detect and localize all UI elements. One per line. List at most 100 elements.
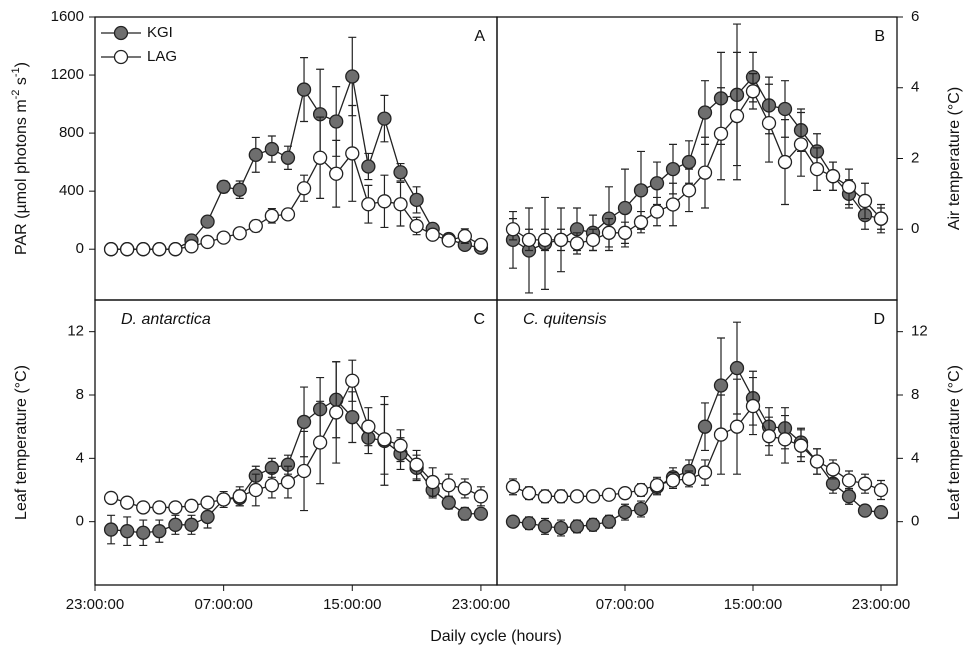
data-point <box>601 487 617 502</box>
data-point <box>361 159 376 174</box>
data-point <box>120 242 135 257</box>
data-point <box>793 438 809 453</box>
data-point <box>473 489 489 504</box>
data-point <box>777 432 793 447</box>
y-axis-label-part: PAR (µmol photons m <box>13 99 30 255</box>
data-point <box>537 489 553 504</box>
series-line <box>111 398 481 534</box>
series-line <box>111 73 482 250</box>
data-point <box>361 197 376 212</box>
y-axis-label-part: Leaf temperature (°C) <box>13 365 30 520</box>
data-point <box>537 232 553 248</box>
data-point <box>633 183 649 198</box>
data-point <box>296 414 312 430</box>
y-tick-label: 4 <box>911 449 919 466</box>
data-point <box>457 228 472 244</box>
data-point <box>857 193 873 209</box>
data-point <box>857 476 873 491</box>
data-point <box>633 482 649 498</box>
data-point <box>120 524 135 539</box>
data-point <box>809 161 825 177</box>
data-point <box>103 242 119 257</box>
series-line <box>512 404 882 497</box>
data-point <box>617 486 633 501</box>
data-point <box>633 501 649 517</box>
panel-label: D <box>873 311 885 328</box>
data-point <box>103 490 119 506</box>
data-point <box>521 516 537 531</box>
data-point <box>296 82 312 97</box>
y-axis-label-part: Air temperature (°C) <box>946 87 963 230</box>
x-axis-label: Daily cycle (hours) <box>430 628 562 645</box>
data-point <box>825 169 841 184</box>
y-tick-label: 400 <box>59 182 84 199</box>
data-point <box>441 495 456 510</box>
data-point <box>345 410 360 425</box>
data-point <box>184 239 199 254</box>
data-point <box>312 435 328 450</box>
data-point <box>841 179 857 194</box>
data-point <box>713 378 729 393</box>
y-axis-label: Leaf temperature (°C) <box>946 365 963 520</box>
data-point <box>280 474 296 490</box>
y-tick-label: 12 <box>67 323 84 340</box>
data-point <box>505 514 521 529</box>
data-point <box>168 500 183 515</box>
data-point <box>216 492 231 507</box>
data-point <box>345 69 360 84</box>
data-point <box>136 525 151 540</box>
data-point <box>216 179 231 194</box>
data-point <box>248 147 263 163</box>
data-point <box>873 211 889 226</box>
data-point <box>665 197 681 212</box>
data-point <box>649 204 665 219</box>
data-point <box>569 236 585 251</box>
data-point <box>505 222 521 237</box>
data-point <box>232 226 247 241</box>
species-annotation: D. antarctica <box>121 311 211 328</box>
data-point <box>393 165 408 180</box>
data-point <box>441 233 456 248</box>
data-point <box>168 242 183 257</box>
data-point <box>649 176 665 191</box>
data-point <box>649 478 665 493</box>
data-point <box>473 506 489 521</box>
data-point <box>232 182 247 197</box>
panel-label: A <box>474 28 485 45</box>
data-point <box>264 478 280 493</box>
data-point <box>345 146 360 161</box>
data-point <box>777 101 793 117</box>
data-point <box>280 150 296 165</box>
data-point <box>841 473 857 488</box>
data-point <box>409 192 424 208</box>
data-point <box>857 503 873 518</box>
data-point <box>601 225 617 240</box>
data-point <box>152 500 167 515</box>
x-tick-label: 07:00:00 <box>194 596 252 613</box>
data-point <box>745 84 761 99</box>
data-point <box>537 519 553 534</box>
x-tick-label: 23:00:00 <box>452 596 510 613</box>
data-point <box>377 194 392 209</box>
data-point <box>248 482 263 498</box>
y-tick-label: 4 <box>76 449 84 466</box>
data-point <box>553 520 569 536</box>
y-tick-label: 0 <box>911 513 919 530</box>
data-point <box>809 454 825 469</box>
data-point <box>457 506 472 521</box>
data-point <box>280 207 296 222</box>
data-point <box>200 509 215 525</box>
data-point <box>825 462 841 477</box>
data-point <box>697 165 713 180</box>
data-point <box>409 218 424 234</box>
data-point <box>152 242 167 257</box>
data-point <box>329 114 344 129</box>
legend-marker <box>113 49 129 65</box>
y-tick-label: 6 <box>911 8 919 25</box>
data-point <box>425 474 440 490</box>
y-axis-label-part: s <box>13 77 30 89</box>
y-axis-label-part: ) <box>13 62 30 67</box>
y-axis-label: PAR (µmol photons m-2 s-1) <box>10 62 30 255</box>
data-point <box>729 108 745 124</box>
data-point <box>329 405 344 420</box>
